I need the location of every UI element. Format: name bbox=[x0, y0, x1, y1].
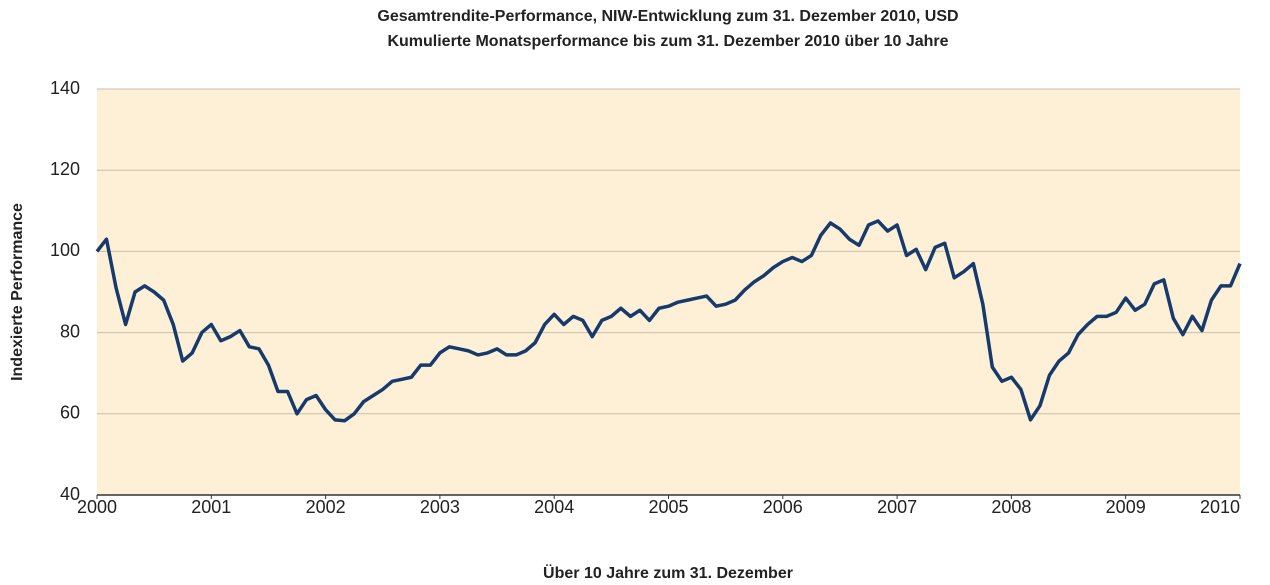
x-tick-label: 2000 bbox=[77, 497, 117, 517]
x-tick-label: 2006 bbox=[763, 497, 803, 517]
x-tick-label: 2007 bbox=[877, 497, 917, 517]
chart-title: Gesamtrendite-Performance, NIW-Entwicklu… bbox=[377, 8, 958, 25]
line-series bbox=[95, 219, 1242, 423]
x-tick-label: 2005 bbox=[648, 497, 688, 517]
x-tick-label: 2003 bbox=[420, 497, 460, 517]
y-tick-label: 80 bbox=[60, 321, 80, 341]
x-tick-label: 2009 bbox=[1106, 497, 1146, 517]
x-axis-label: Über 10 Jahre zum 31. Dezember bbox=[543, 563, 793, 582]
y-axis-label: Indexierte Performance bbox=[9, 203, 26, 381]
x-tick-label: 2008 bbox=[991, 497, 1031, 517]
x-tick-label: 2010 bbox=[1200, 497, 1240, 517]
y-tick-label: 100 bbox=[50, 240, 80, 260]
y-tick-label: 60 bbox=[60, 403, 80, 423]
y-tick-label: 40 bbox=[60, 484, 80, 504]
y-tick-label: 120 bbox=[50, 159, 80, 179]
x-tick-label: 2001 bbox=[191, 497, 231, 517]
chart-subtitle: Kumulierte Monatsperformance bis zum 31.… bbox=[387, 33, 948, 50]
x-tick-label: 2004 bbox=[534, 497, 574, 517]
plot-background bbox=[97, 89, 1240, 495]
y-tick-label: 140 bbox=[50, 78, 80, 98]
x-tick-label: 2002 bbox=[306, 497, 346, 517]
